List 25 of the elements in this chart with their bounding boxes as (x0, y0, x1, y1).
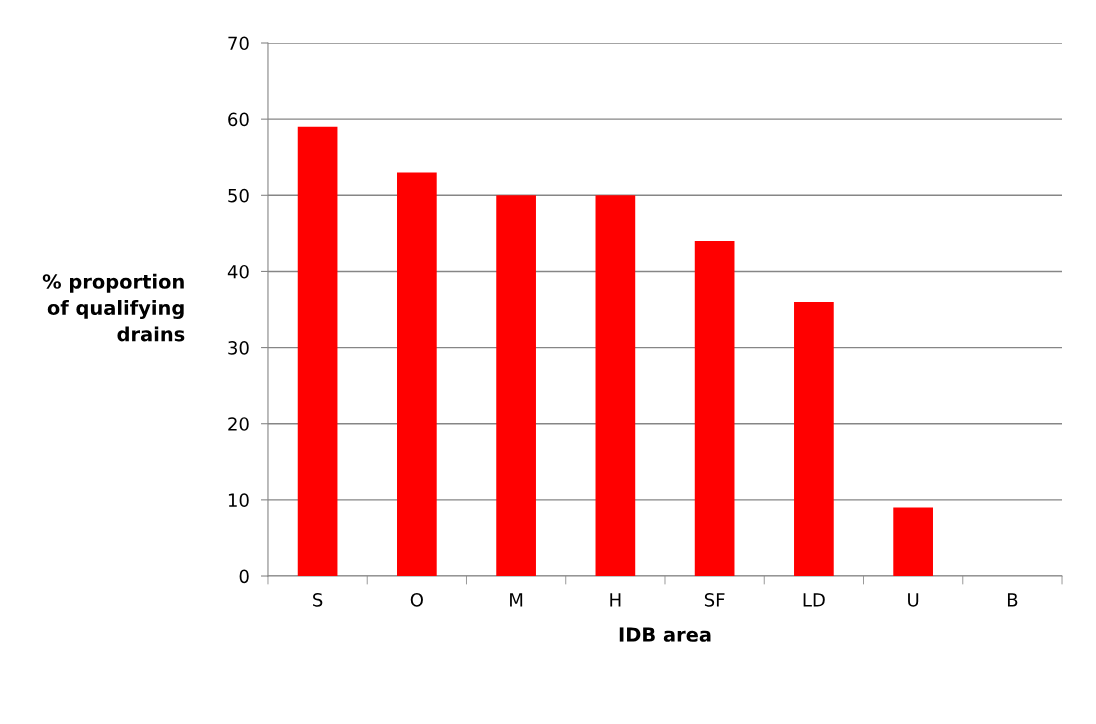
y-tick-label: 20 (228, 417, 249, 431)
bar (297, 126, 338, 577)
x-tick-label: LD (803, 593, 825, 607)
bar (794, 301, 834, 577)
y-tick-label: 50 (228, 188, 249, 203)
x-axis-title: IDB area (619, 627, 711, 642)
y-tick-label: 40 (227, 264, 249, 279)
bar (595, 195, 636, 577)
y-tick-label: 70 (228, 36, 249, 51)
x-tick-label: O (410, 593, 423, 607)
y-tick-label: 10 (228, 493, 249, 507)
x-tick-label: H (610, 593, 621, 607)
x-tick-label: B (1007, 593, 1018, 607)
y-tick-label: 0 (239, 569, 249, 584)
y-tick-label: 60 (228, 112, 249, 127)
x-tick-label: U (908, 593, 919, 607)
x-tick-label: SF (704, 593, 725, 607)
y-tick-label: 30 (228, 341, 249, 355)
x-tick-label: M (510, 593, 523, 607)
x-tick-label: S (313, 593, 323, 607)
bar (893, 507, 933, 577)
y-axis-title: % proportion of qualifying drains (42, 273, 185, 342)
bar (397, 172, 437, 577)
bar (694, 240, 735, 577)
bar (496, 195, 536, 577)
